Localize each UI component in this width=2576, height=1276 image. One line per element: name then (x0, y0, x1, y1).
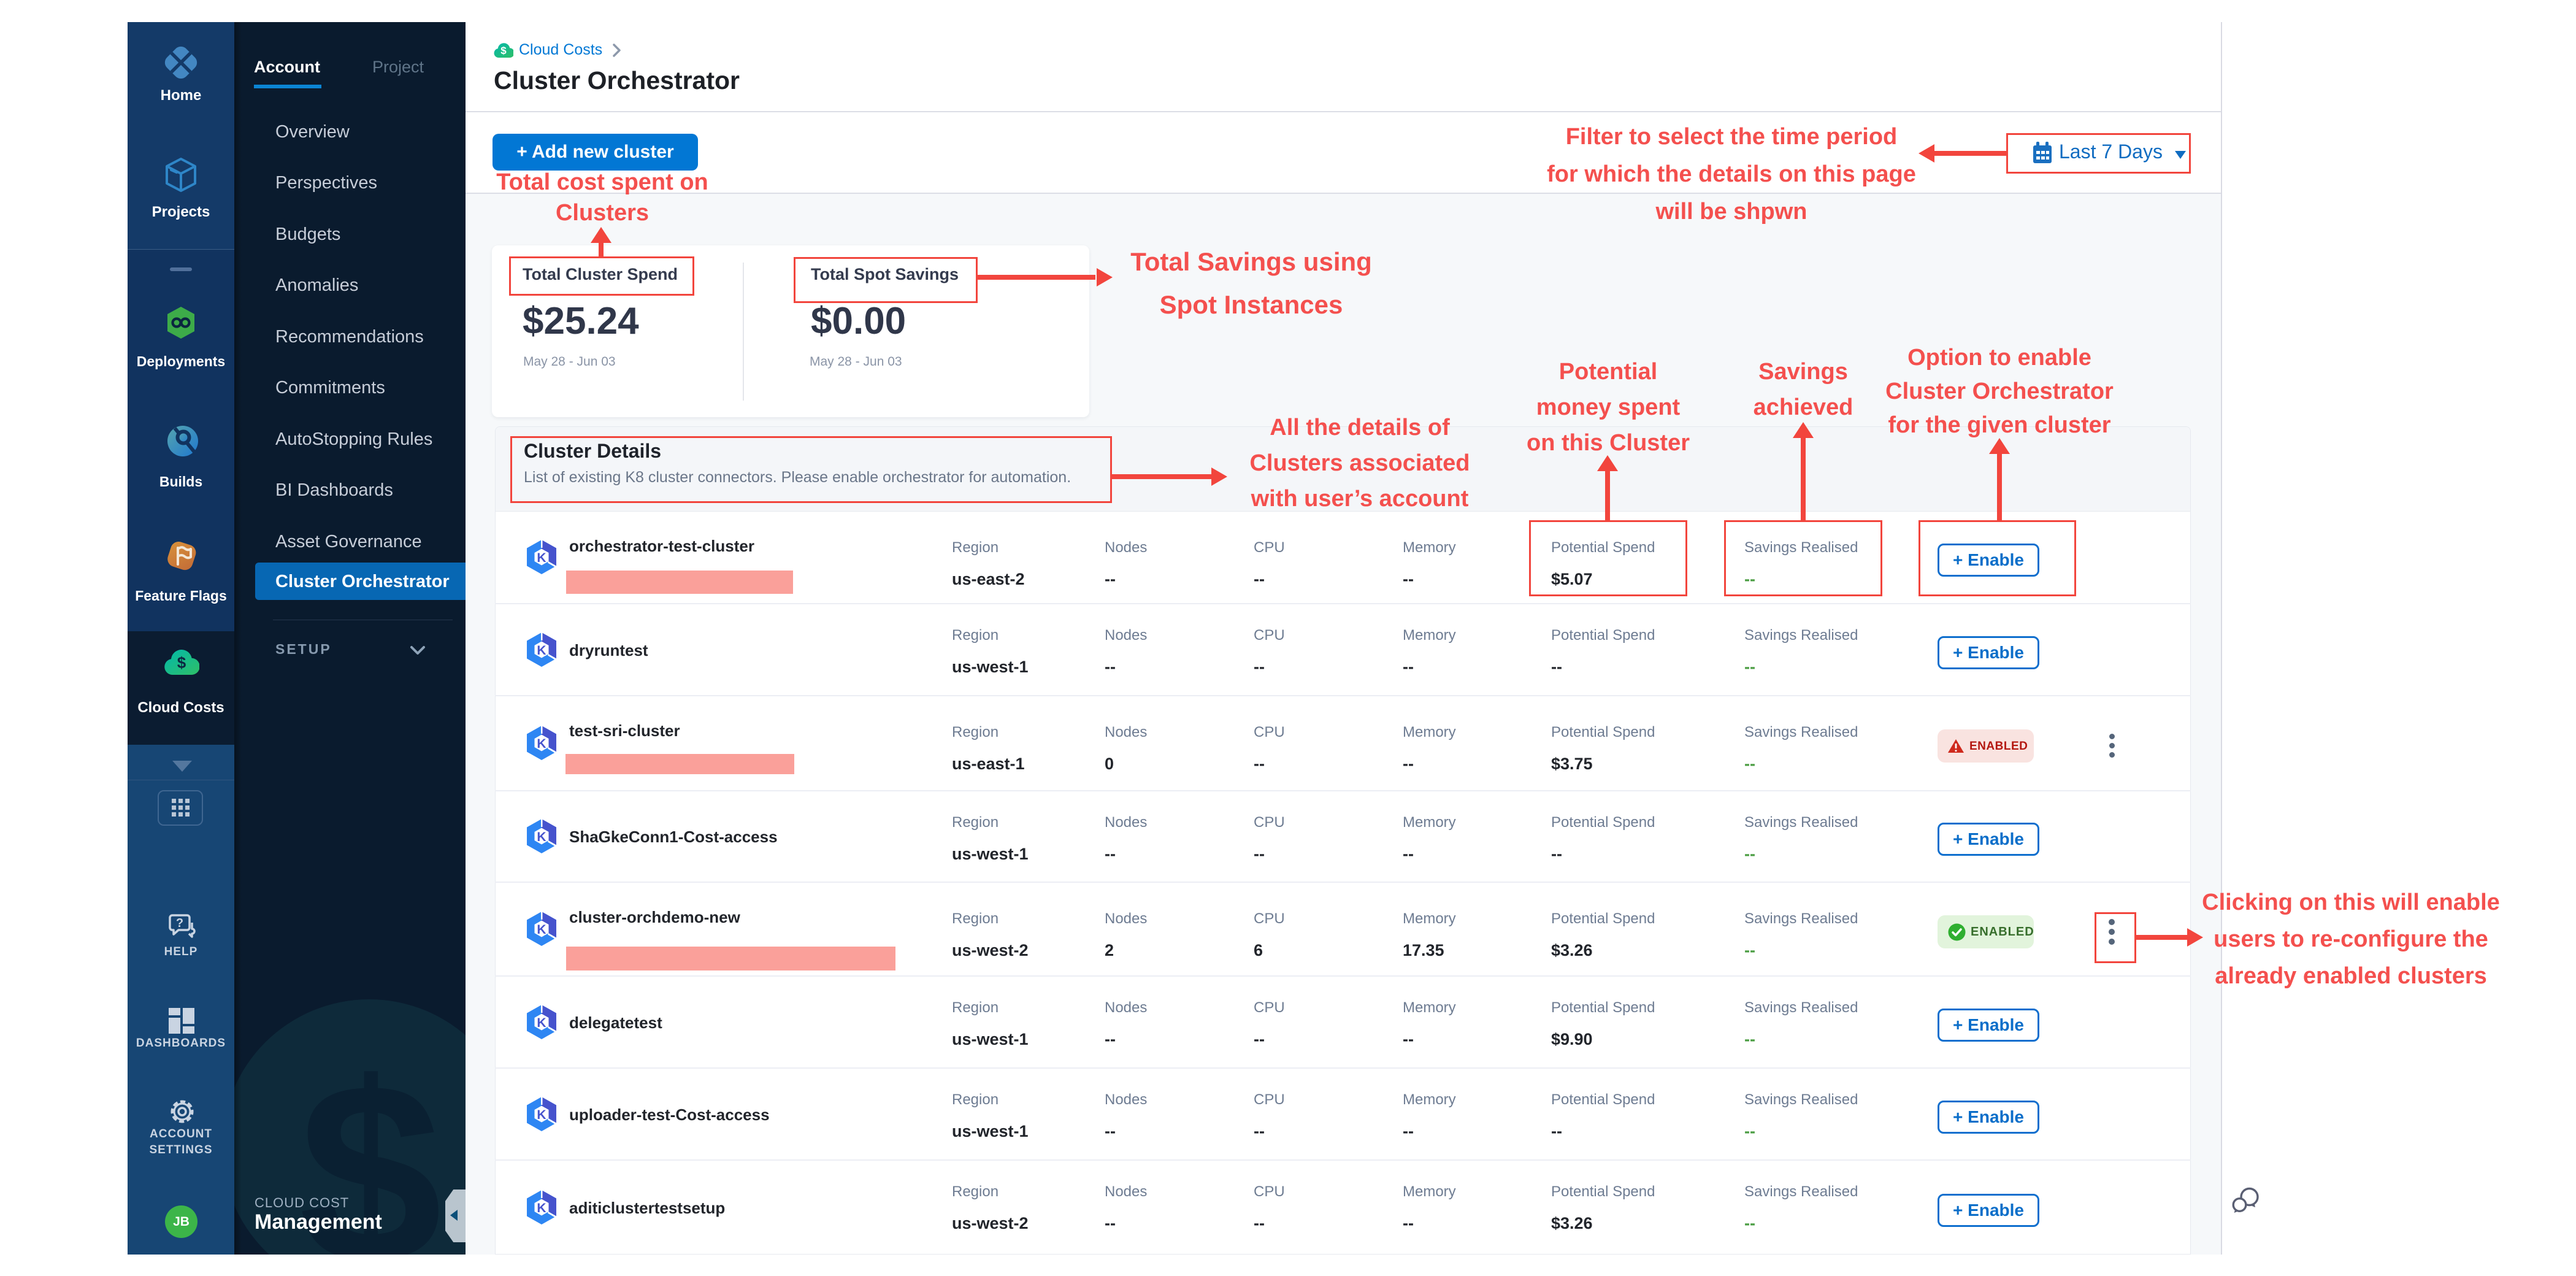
svg-text:K: K (537, 737, 546, 751)
svg-text:K: K (537, 1201, 546, 1215)
svg-text:K: K (537, 551, 546, 565)
svg-text:$: $ (500, 45, 507, 56)
svg-text:K: K (537, 644, 546, 658)
svg-text:?: ? (176, 917, 183, 930)
svg-text:$: $ (177, 653, 186, 672)
svg-text:K: K (537, 1016, 546, 1030)
svg-text:K: K (537, 1108, 546, 1122)
svg-text:K: K (537, 923, 546, 937)
svg-text:K: K (537, 830, 546, 844)
